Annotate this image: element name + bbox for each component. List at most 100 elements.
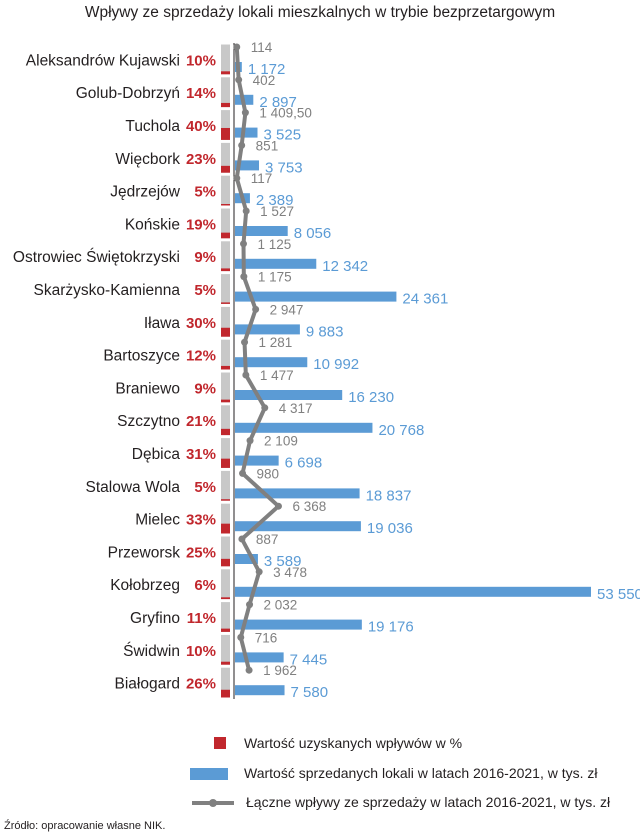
percent-bar: [221, 268, 230, 272]
percent-label: 12%: [186, 348, 216, 365]
category-label: Braniewo: [115, 380, 180, 397]
income-label: 1 281: [259, 335, 293, 350]
category-label: Mielec: [135, 512, 180, 529]
value-bar-label: 1 172: [248, 61, 286, 78]
income-label: 1 527: [260, 204, 294, 219]
value-bar-label: 3 753: [265, 159, 303, 176]
value-bar-label: 12 342: [322, 258, 368, 275]
income-label: 716: [255, 630, 278, 645]
category-label: Przeworsk: [108, 544, 181, 561]
income-label: 1 409,50: [259, 106, 312, 121]
value-bar-label: 19 036: [367, 520, 413, 537]
source-note: Źródło: opracowanie własne NIK.: [4, 820, 166, 832]
value-bar: [235, 324, 300, 335]
percent-track: [221, 208, 230, 239]
value-bar-label: 10 992: [313, 356, 359, 373]
percent-bar: [221, 628, 230, 632]
percent-track: [221, 536, 230, 567]
category-label: Kołobrzeg: [110, 577, 180, 594]
value-bar: [235, 685, 285, 696]
category-label: Końskie: [125, 216, 180, 233]
percent-label: 5%: [194, 479, 216, 496]
income-point: [237, 633, 245, 641]
category-label: Skarżysko-Kamienna: [34, 282, 181, 299]
income-point: [246, 601, 254, 609]
value-bar-label: 18 837: [366, 487, 412, 504]
income-point: [238, 141, 246, 149]
legend-swatch-blue: [190, 768, 228, 780]
income-label: 1 125: [258, 237, 292, 252]
income-label: 980: [257, 466, 280, 481]
income-label: 887: [256, 532, 279, 547]
percent-bar: [221, 597, 230, 600]
value-bar-label: 3 525: [264, 127, 302, 144]
value-bar: [235, 652, 284, 663]
value-bar-label: 2 897: [259, 94, 297, 111]
percent-track: [221, 175, 230, 206]
percent-track: [221, 503, 230, 534]
income-label: 1 477: [260, 368, 294, 383]
income-label: 2 947: [270, 302, 304, 317]
percent-label: 5%: [194, 184, 216, 201]
percent-label: 40%: [186, 118, 216, 135]
percent-bar: [221, 558, 230, 567]
percent-label: 5%: [194, 282, 216, 299]
category-label: Tuchola: [125, 118, 180, 135]
percent-label: 9%: [194, 249, 216, 266]
percent-bar: [221, 458, 230, 468]
income-point: [239, 469, 247, 477]
percent-bar: [221, 428, 230, 436]
value-bar-label: 19 176: [368, 619, 414, 636]
value-bar: [235, 619, 362, 630]
category-label: Szczytno: [117, 413, 180, 430]
value-bar-label: 20 768: [378, 422, 424, 439]
income-point: [245, 666, 253, 674]
income-label: 402: [253, 73, 276, 88]
percent-label: 30%: [186, 315, 216, 332]
percent-bar: [221, 661, 230, 665]
percent-bar: [221, 102, 230, 108]
percent-bar: [221, 689, 230, 698]
value-bar-label: 7 580: [291, 684, 329, 701]
value-bar: [235, 291, 397, 302]
percent-label: 14%: [186, 85, 216, 102]
income-label: 117: [251, 171, 273, 186]
income-point: [242, 371, 250, 379]
percent-track: [221, 438, 230, 468]
percent-label: 26%: [186, 676, 216, 693]
percent-bar: [221, 365, 230, 370]
percent-bar: [221, 499, 230, 501]
value-bar-label: 24 361: [402, 291, 448, 308]
chart-title: Wpływy ze sprzedaży lokali mieszkalnych …: [84, 4, 556, 21]
value-bar: [235, 390, 343, 400]
income-label: 2 032: [264, 598, 298, 613]
value-bar-label: 9 883: [306, 323, 344, 340]
percent-track: [221, 306, 230, 337]
percent-bar: [221, 232, 230, 239]
percent-track: [221, 602, 230, 632]
income-point: [241, 338, 249, 346]
category-label: Gryfino: [130, 610, 180, 627]
category-label: Stalowa Wola: [86, 479, 181, 496]
income-point: [274, 502, 282, 510]
category-label: Jędrzejów: [110, 184, 181, 201]
percent-track: [221, 77, 230, 108]
value-bar: [235, 586, 591, 597]
percent-track: [221, 667, 230, 698]
legend-swatch-line: [192, 799, 234, 807]
percent-label: 6%: [194, 577, 216, 594]
category-label: Aleksandrów Kujawski: [26, 52, 180, 69]
income-point: [255, 568, 263, 576]
value-bar-label: 3 589: [264, 553, 302, 570]
value-bar-label: 7 445: [290, 651, 328, 668]
category-label: Więcbork: [115, 151, 180, 168]
legend-label-percent: Wartość uzyskanych wpływów w %: [244, 735, 463, 751]
income-label: 114: [251, 40, 273, 55]
percent-track: [221, 405, 230, 436]
percent-bar: [221, 127, 230, 140]
income-line: [234, 46, 281, 671]
percent-track: [221, 142, 230, 173]
value-bar: [235, 455, 279, 466]
value-bar: [235, 160, 260, 171]
percent-label: 11%: [187, 610, 216, 627]
